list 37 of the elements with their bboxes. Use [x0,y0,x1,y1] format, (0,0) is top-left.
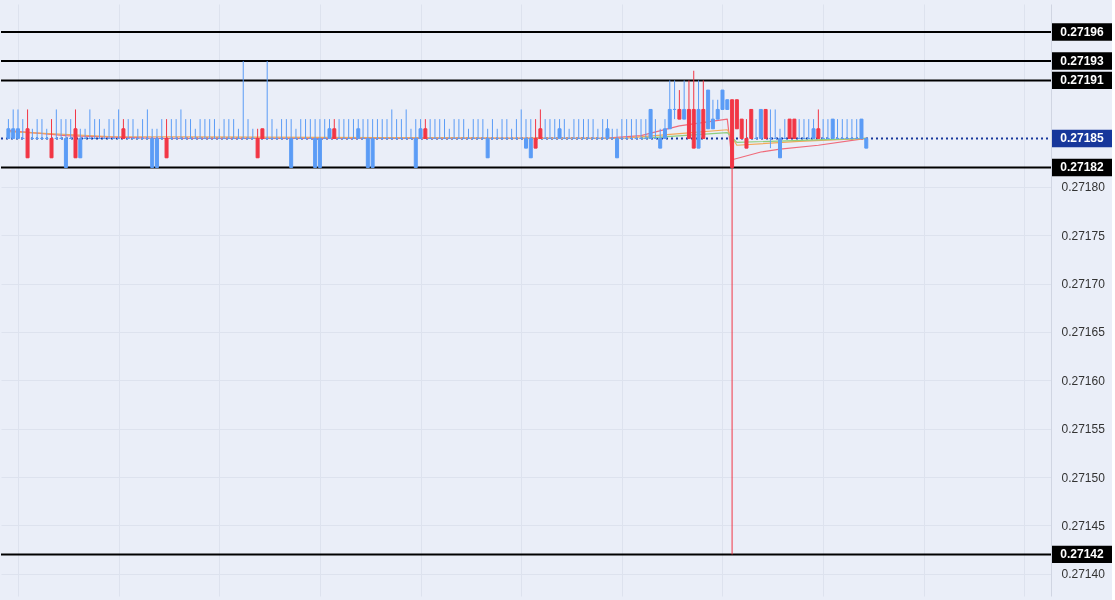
candlestick [164,118,169,159]
candlestick [423,118,428,139]
candlestick [682,79,687,120]
y-tick-label: 0.27165 [1061,325,1106,340]
candlestick [677,89,682,120]
candlestick [332,118,337,139]
candlestick [811,118,816,139]
ref-line-label: 0.27196 [1060,25,1105,40]
candlestick [528,118,533,159]
candlestick [615,128,620,159]
candlestick [557,118,562,139]
candlestick [121,118,126,139]
y-tick-label: 0.27145 [1061,518,1106,533]
ref-line-label: 0.27185 [1060,131,1105,146]
candlestick [6,118,11,139]
ref-line-label: 0.27142 [1060,547,1105,562]
candlestick [778,128,783,159]
y-tick-label: 0.27160 [1061,373,1106,388]
candlestick [605,118,610,139]
candlestick [485,128,490,159]
candlestick [327,118,332,139]
candlestick [816,108,821,139]
ref-line-label: 0.27191 [1060,73,1105,88]
y-tick-label: 0.27180 [1061,180,1106,195]
ref-line-label: 0.27193 [1060,54,1105,69]
y-tick-label: 0.27150 [1061,470,1106,485]
candlestick [78,128,83,159]
y-tick-label: 0.27155 [1061,422,1106,437]
ref-line-label: 0.27182 [1060,160,1105,175]
candlestick [830,118,835,139]
candlestick [15,108,20,139]
y-tick-label: 0.27175 [1061,228,1106,243]
candlestick [356,118,361,139]
candlestick [49,118,54,159]
candlestick [658,128,663,149]
y-tick-label: 0.27170 [1061,277,1106,292]
y-tick-label: 0.27140 [1061,567,1106,582]
